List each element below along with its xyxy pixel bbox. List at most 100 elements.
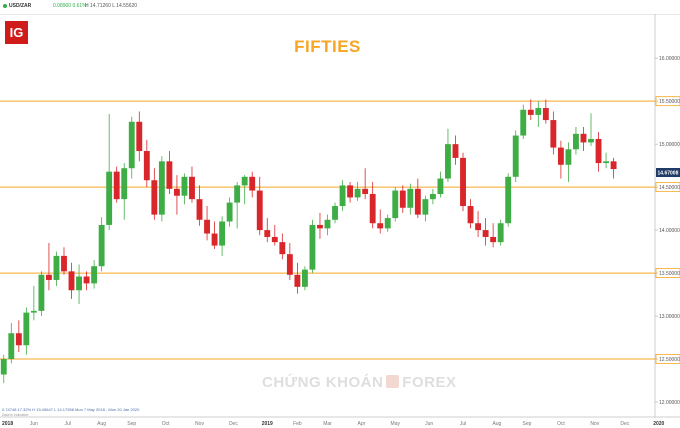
candle-body bbox=[535, 108, 542, 115]
candle-body bbox=[377, 223, 384, 229]
candle-body bbox=[309, 224, 316, 270]
instrument-symbol[interactable]: USD/ZAR bbox=[9, 3, 32, 9]
high-low-readout: H 14.71260 L 14.55620 bbox=[85, 3, 138, 9]
candle-body bbox=[241, 176, 248, 186]
candle-body bbox=[76, 276, 82, 291]
candle-body bbox=[286, 254, 293, 275]
candle-body bbox=[121, 168, 128, 200]
candle-body bbox=[362, 188, 369, 194]
candle-body bbox=[38, 274, 45, 311]
candle-body bbox=[256, 190, 263, 231]
watermark-left-text: CHỨNG KHOÁN bbox=[262, 374, 384, 391]
candle-body bbox=[467, 206, 474, 224]
candle-body bbox=[143, 151, 150, 181]
candle-body bbox=[226, 202, 233, 222]
candle-body bbox=[249, 176, 256, 191]
watermark: CHỨNG KHOÁN FOREX bbox=[262, 374, 456, 391]
candle-body bbox=[550, 120, 557, 148]
y-tick-label: 12.50000 bbox=[659, 357, 680, 363]
candle-body bbox=[384, 218, 391, 229]
y-tick-label: 14.00000 bbox=[659, 228, 680, 234]
x-tick-label: Oct bbox=[557, 421, 565, 427]
candle-body bbox=[527, 109, 534, 115]
current-price-label: 14.67008 bbox=[658, 170, 679, 176]
candle-body bbox=[279, 242, 286, 255]
y-tick-label: 14.50000 bbox=[659, 185, 680, 191]
candle-body bbox=[15, 333, 22, 346]
x-tick-label: Sep bbox=[127, 421, 136, 427]
level-label-box bbox=[655, 268, 680, 278]
candle-body bbox=[460, 157, 466, 207]
candle-body bbox=[595, 138, 602, 164]
candle-body bbox=[8, 333, 15, 360]
candle-body bbox=[505, 176, 512, 224]
candle-body bbox=[542, 108, 549, 121]
candle-body bbox=[204, 219, 210, 234]
candle-body bbox=[475, 223, 482, 231]
candle-body bbox=[445, 144, 451, 179]
candle-body bbox=[332, 206, 338, 220]
y-tick-label: 15.00000 bbox=[659, 142, 680, 148]
x-tick-label: Jun bbox=[30, 421, 38, 427]
candle-body bbox=[347, 185, 354, 198]
y-tick-label: 12.00000 bbox=[659, 400, 680, 406]
candle-body bbox=[407, 188, 414, 208]
x-tick-label: Nov bbox=[590, 421, 599, 427]
candle-body bbox=[317, 224, 323, 229]
candle-body bbox=[113, 171, 120, 200]
x-tick-label: Jun bbox=[425, 421, 433, 427]
candle-body bbox=[588, 138, 594, 143]
candle-body bbox=[392, 190, 399, 219]
candle-body bbox=[264, 230, 271, 237]
watermark-right-text: FOREX bbox=[402, 374, 457, 391]
candle-body bbox=[557, 147, 564, 165]
candle-body bbox=[173, 188, 180, 196]
candle-body bbox=[603, 161, 609, 164]
level-label-box bbox=[655, 182, 680, 193]
candle-body bbox=[512, 135, 519, 177]
x-tick-label: Nov bbox=[195, 421, 204, 427]
candle-body bbox=[181, 176, 188, 196]
x-tick-label: Dec bbox=[229, 421, 238, 427]
candle-body bbox=[482, 230, 489, 237]
candle-body bbox=[151, 180, 158, 215]
x-tick-label: Aug bbox=[97, 421, 106, 427]
candle-body bbox=[61, 255, 67, 272]
x-tick-label: Feb bbox=[293, 421, 302, 427]
candle-body bbox=[452, 144, 459, 158]
candle-body bbox=[46, 274, 52, 280]
x-tick-label: Sep bbox=[523, 421, 532, 427]
candle-body bbox=[301, 269, 308, 287]
candle-body bbox=[354, 188, 361, 198]
candle-body bbox=[339, 185, 346, 207]
candle-body bbox=[53, 255, 60, 280]
ig-logo: IG bbox=[5, 21, 28, 44]
data-note: Data is indicative bbox=[2, 413, 29, 417]
candle-body bbox=[234, 185, 241, 203]
candle-body bbox=[422, 199, 429, 215]
x-tick-label: 2019 bbox=[262, 421, 273, 427]
candle-body bbox=[399, 190, 406, 208]
candle-body bbox=[219, 221, 226, 246]
x-tick-label: 2020 bbox=[653, 421, 664, 427]
candle-body bbox=[211, 233, 218, 246]
price-change: 0.08900 0.61% bbox=[53, 3, 87, 9]
chart-title: FIFTIES bbox=[294, 37, 361, 56]
x-tick-label: Mar bbox=[323, 421, 332, 427]
candle-body bbox=[23, 312, 30, 346]
candle-body bbox=[497, 223, 504, 243]
candle-body bbox=[158, 161, 165, 215]
candle-body bbox=[369, 193, 376, 224]
x-tick-label: Jul bbox=[65, 421, 71, 427]
y-tick-label: 13.00000 bbox=[659, 314, 680, 320]
level-label-box bbox=[655, 354, 680, 364]
y-tick-label: 15.50000 bbox=[659, 99, 680, 105]
y-tick-label: 13.50000 bbox=[659, 271, 680, 277]
candle-body bbox=[294, 274, 301, 287]
candle-body bbox=[414, 188, 421, 215]
candle-body bbox=[573, 133, 579, 150]
x-tick-label: May bbox=[391, 421, 401, 427]
candle-body bbox=[166, 161, 173, 189]
candle-body bbox=[0, 359, 7, 375]
y-tick-label: 16.00000 bbox=[659, 56, 680, 62]
